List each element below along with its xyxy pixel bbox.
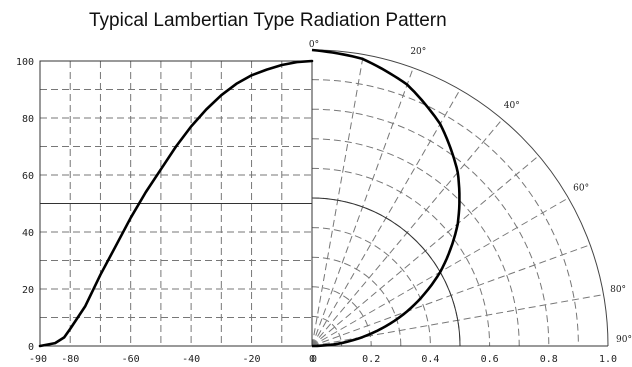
x-tick-label: 0.8 [540,354,558,365]
angle-tick-label: 80° [610,285,626,295]
x-tick-label: -40 [182,354,200,365]
y-tick-label: 0 [28,342,34,353]
y-tick-labels: 0 20 40 60 80 100 [16,57,34,353]
x-tick-label: 1.0 [599,354,617,365]
polar-radius-arc [311,227,431,347]
x-tick-label: 0 [309,354,315,365]
chart-axes [39,60,608,347]
polar-outer-arc [311,49,609,347]
polar-radius-arc [311,315,343,347]
radiation-curves [38,48,461,348]
x-tick-labels: -90 -80 -60 -40 -20 00 0.2 0.4 0.6 0.8 1.0 [29,354,617,365]
angle-tick-label: 40° [504,101,520,111]
half-intensity-reference-lines [40,197,461,347]
y-tick-label: 40 [22,228,34,239]
polar-radius-arc [311,79,579,347]
x-tick-label: -80 [61,354,79,365]
x-tick-label: -90 [29,354,47,365]
angle-tick-labels: 0° 20° 40° 60° 80° 90° [309,40,632,345]
angle-tick-label: 20° [410,47,426,57]
x-tick-label: 0 [311,354,317,365]
y-tick-label: 60 [22,171,34,182]
x-tick-label: 0.4 [421,354,439,365]
chart-title: Typical Lambertian Type Radiation Patter… [89,10,447,31]
angle-tick-label: 0° [309,40,319,50]
half-intensity-arc [311,197,461,347]
polar-radius-arc [311,256,402,347]
angle-tick-label: 60° [573,184,589,194]
polar-intensity-curve [311,48,461,348]
angle-tick-label: 90° [616,335,632,345]
y-tick-label: 100 [16,57,34,68]
x-tick-label: -20 [243,354,261,365]
y-tick-label: 20 [22,285,34,296]
x-tick-label: 0.6 [481,354,499,365]
x-tick-label: 0.2 [362,354,380,365]
polar-radius-arc [311,167,491,347]
y-tick-label: 80 [22,114,34,125]
x-tick-label: -60 [122,354,140,365]
cartesian-intensity-curve [38,59,314,348]
polar-radius-arc [311,138,520,347]
